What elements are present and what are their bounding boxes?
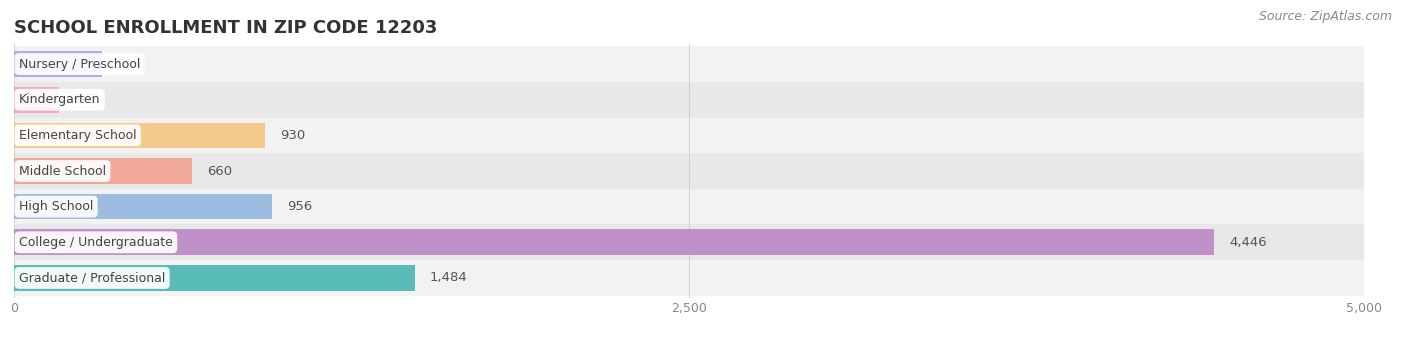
Bar xyxy=(14,224,1364,260)
Bar xyxy=(14,158,193,184)
Text: SCHOOL ENROLLMENT IN ZIP CODE 12203: SCHOOL ENROLLMENT IN ZIP CODE 12203 xyxy=(14,19,437,37)
Text: Elementary School: Elementary School xyxy=(18,129,136,142)
Text: Source: ZipAtlas.com: Source: ZipAtlas.com xyxy=(1258,10,1392,23)
Text: 1,484: 1,484 xyxy=(429,272,467,285)
Text: College / Undergraduate: College / Undergraduate xyxy=(18,236,173,249)
Bar xyxy=(14,153,1364,189)
Bar xyxy=(14,51,103,77)
Bar xyxy=(14,122,266,148)
Text: Nursery / Preschool: Nursery / Preschool xyxy=(18,57,141,70)
Bar xyxy=(14,118,1364,153)
Text: Graduate / Professional: Graduate / Professional xyxy=(18,272,166,285)
Text: 4,446: 4,446 xyxy=(1229,236,1267,249)
Bar xyxy=(14,260,1364,296)
Bar xyxy=(14,87,59,113)
Text: Kindergarten: Kindergarten xyxy=(18,93,100,106)
Bar xyxy=(14,194,273,220)
Text: 660: 660 xyxy=(207,165,232,177)
Bar xyxy=(14,82,1364,118)
Text: Middle School: Middle School xyxy=(18,165,105,177)
Bar xyxy=(14,265,415,291)
Text: High School: High School xyxy=(18,200,93,213)
Bar xyxy=(14,229,1215,255)
Text: 167: 167 xyxy=(75,93,100,106)
Text: 326: 326 xyxy=(117,57,142,70)
Bar xyxy=(14,189,1364,224)
Text: 930: 930 xyxy=(280,129,305,142)
Bar xyxy=(14,46,1364,82)
Text: 956: 956 xyxy=(287,200,312,213)
